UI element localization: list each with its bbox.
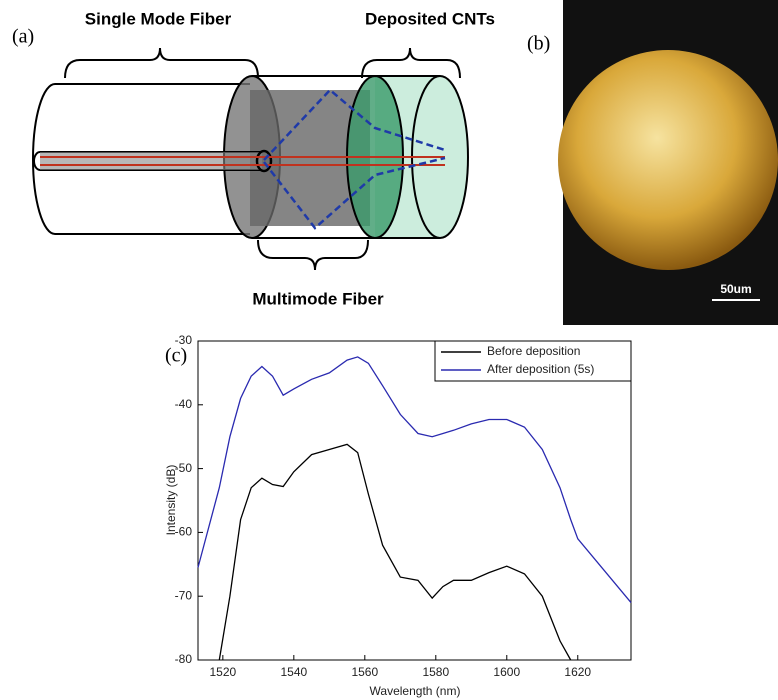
diagram-shapes (33, 48, 468, 270)
diagram-label: Multimode Fiber (252, 289, 384, 308)
y-tick-label: -80 (175, 652, 193, 666)
x-tick-label: 1600 (493, 665, 520, 679)
x-tick-label: 1620 (564, 665, 591, 679)
data-line (198, 357, 631, 603)
x-axis-label: Wavelength (nm) (370, 684, 461, 698)
data-line (219, 444, 570, 660)
x-tick-label: 1580 (422, 665, 449, 679)
x-tick-label: 1560 (351, 665, 378, 679)
panel-label: (b) (527, 33, 550, 55)
x-tick-label: 1540 (280, 665, 307, 679)
x-tick-label: 1520 (209, 665, 236, 679)
y-tick-label: -70 (175, 588, 193, 602)
y-tick-label: -60 (175, 525, 193, 539)
y-tick-label: -40 (175, 397, 193, 411)
plot-frame (198, 341, 631, 660)
legend-label: After deposition (5s) (487, 362, 594, 376)
legend-label: Before deposition (487, 344, 580, 358)
y-tick-label: -50 (175, 461, 193, 475)
fiber-endface (558, 50, 778, 270)
diagram-label: Deposited CNTs (365, 9, 495, 28)
scale-bar-label: 50um (720, 282, 751, 296)
panel-label: (a) (12, 26, 34, 48)
panel-label: (c) (165, 345, 187, 367)
diagram-label: Single Mode Fiber (85, 9, 232, 28)
y-tick-label: -30 (175, 333, 193, 347)
figure: (a) Single Mode Fiber Deposited CNTs Mul… (0, 0, 778, 700)
